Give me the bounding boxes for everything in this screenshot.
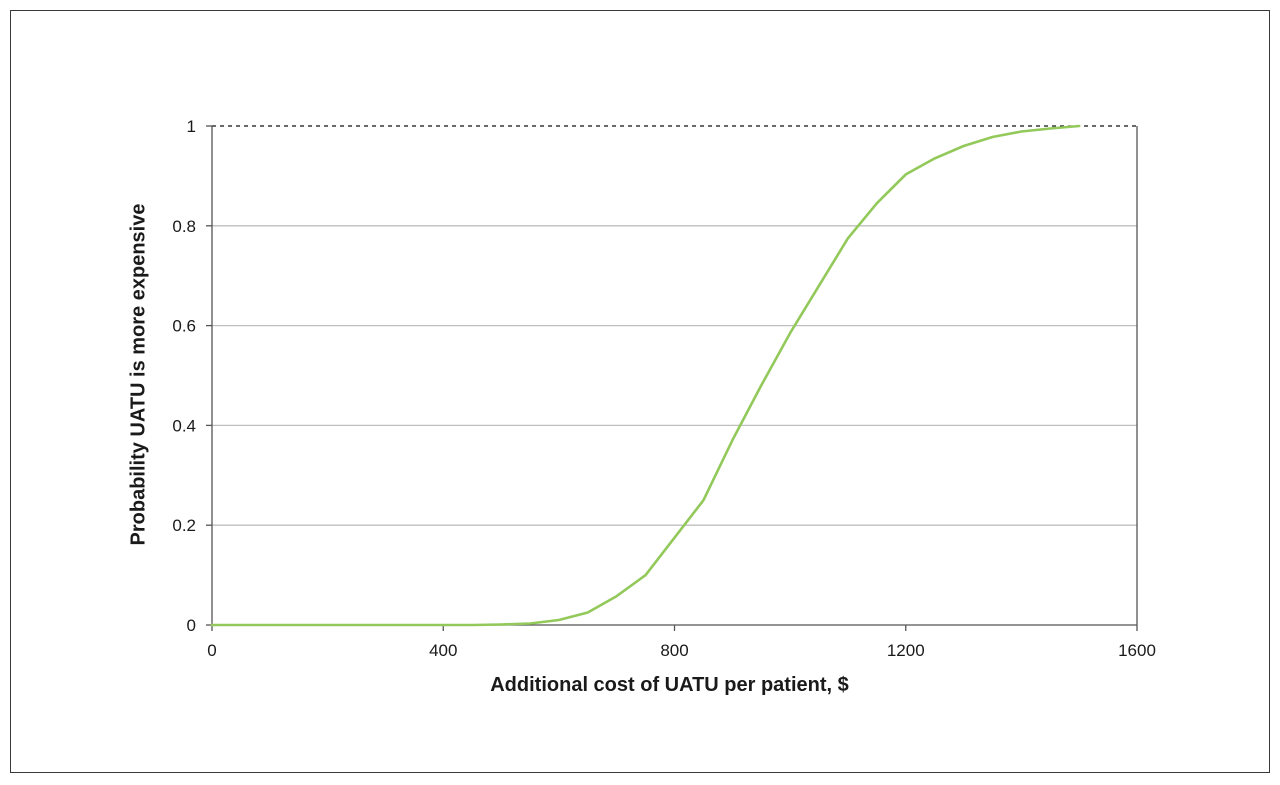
x-tick-label: 1200 <box>887 641 925 660</box>
series-line-0 <box>210 124 1081 627</box>
x-tick-label: 400 <box>429 641 457 660</box>
y-tick-label: 0.4 <box>172 416 196 435</box>
figure-frame <box>10 10 1270 773</box>
y-tick-label: 1 <box>187 117 196 136</box>
x-tick-label: 1600 <box>1118 641 1156 660</box>
x-tick-label: 800 <box>660 641 688 660</box>
x-tick-label: 0 <box>207 641 216 660</box>
y-tick-label: 0.6 <box>172 317 196 336</box>
y-tick-label: 0.8 <box>172 217 196 236</box>
y-tick-label: 0 <box>187 616 196 635</box>
y-tick-label: 0.2 <box>172 516 196 535</box>
x-tick-labels: 0 400 800 1200 1600 <box>207 625 1156 660</box>
grid-lines <box>212 125 1137 526</box>
y-axis-title: Probability UATU is more expensive <box>127 204 149 546</box>
series-layer <box>210 124 1081 627</box>
axes <box>211 126 1138 626</box>
y-tick-labels: 0 0.2 0.4 0.6 0.8 1 <box>172 117 212 635</box>
x-axis-title: Additional cost of UATU per patient, $ <box>490 674 849 696</box>
